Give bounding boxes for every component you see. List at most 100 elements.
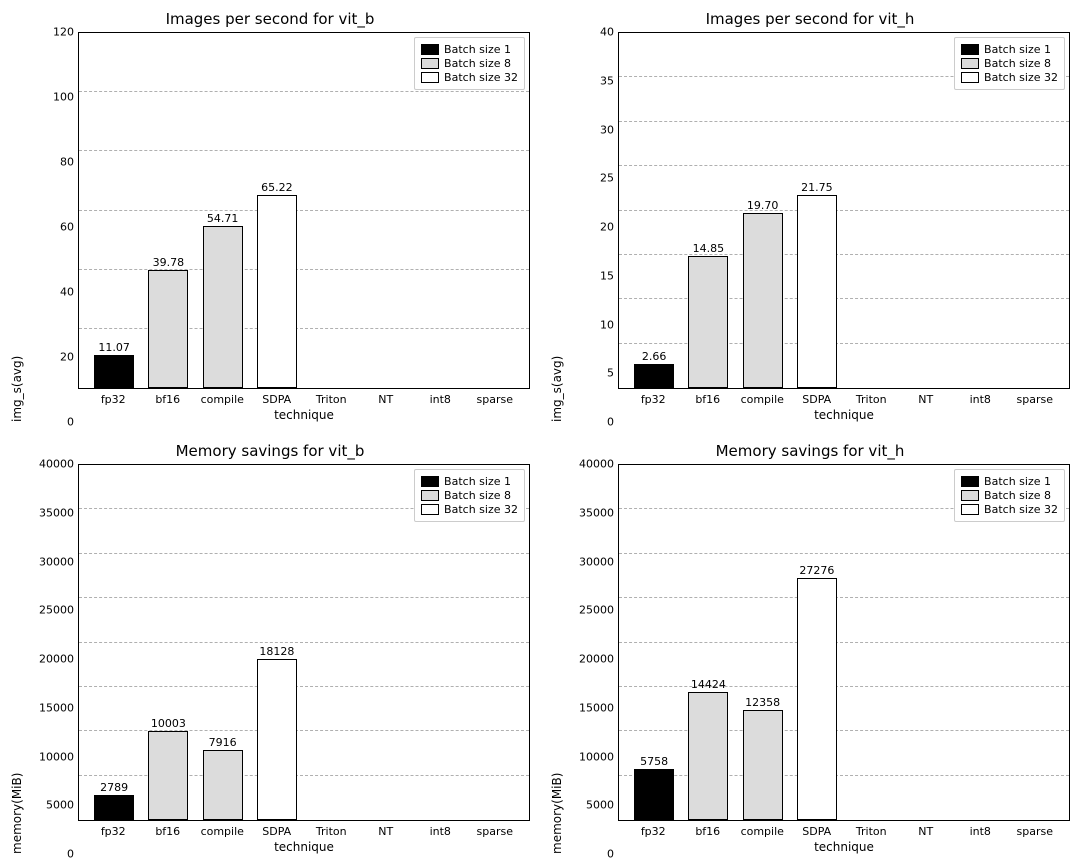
- legend-item: Batch size 1: [961, 43, 1058, 56]
- y-tick: 5: [607, 367, 614, 380]
- x-tick: sparse: [1008, 825, 1063, 838]
- x-tick: compile: [195, 825, 250, 838]
- x-tick: int8: [953, 825, 1008, 838]
- bar-value-label: 19.70: [747, 199, 779, 212]
- bar-slot: 21.75: [790, 33, 844, 388]
- legend-swatch: [961, 58, 979, 69]
- chart-vitb-imgs: Images per second for vit_bimg_s(avg)020…: [10, 10, 530, 422]
- bar-slot: 5758: [627, 465, 681, 820]
- legend-swatch: [421, 476, 439, 487]
- bar-slot: 54.71: [196, 33, 250, 388]
- legend-label: Batch size 8: [984, 489, 1051, 502]
- x-tick: Triton: [304, 393, 359, 406]
- legend-item: Batch size 1: [421, 43, 518, 56]
- x-tick: Triton: [304, 825, 359, 838]
- y-tick: 25000: [579, 604, 614, 617]
- bar-value-label: 5758: [640, 755, 668, 768]
- x-tick: fp32: [86, 825, 141, 838]
- x-tick: int8: [413, 393, 468, 406]
- bar: 18128: [257, 659, 297, 820]
- x-tick: bf16: [141, 825, 196, 838]
- legend-swatch: [961, 72, 979, 83]
- y-tick: 20000: [39, 653, 74, 666]
- bar: 2789: [94, 795, 134, 820]
- legend-item: Batch size 32: [421, 71, 518, 84]
- x-tick: Triton: [844, 825, 899, 838]
- bar-value-label: 39.78: [153, 256, 185, 269]
- bar-value-label: 2789: [100, 781, 128, 794]
- bar: 5758: [634, 769, 674, 820]
- y-axis-label: img_s(avg): [10, 32, 24, 422]
- bar: 21.75: [797, 195, 837, 388]
- y-tick: 120: [53, 26, 74, 39]
- legend-label: Batch size 8: [444, 57, 511, 70]
- bar: 39.78: [148, 270, 188, 388]
- legend-label: Batch size 32: [984, 503, 1058, 516]
- y-tick: 60: [60, 221, 74, 234]
- x-tick: SDPA: [250, 393, 305, 406]
- y-tick: 80: [60, 156, 74, 169]
- legend-swatch: [961, 44, 979, 55]
- x-tick: fp32: [626, 825, 681, 838]
- bar: 14.85: [688, 256, 728, 388]
- bar-value-label: 54.71: [207, 212, 239, 225]
- y-tick: 35000: [579, 506, 614, 519]
- x-tick: SDPA: [250, 825, 305, 838]
- x-tick: compile: [195, 393, 250, 406]
- y-tick: 10000: [579, 750, 614, 763]
- y-tick: 40: [600, 26, 614, 39]
- bar-slot: 19.70: [736, 33, 790, 388]
- y-tick: 0: [607, 416, 614, 429]
- bar-slot: 27276: [790, 465, 844, 820]
- legend-item: Batch size 1: [961, 475, 1058, 488]
- x-tick: sparse: [468, 825, 523, 838]
- bar-value-label: 14424: [691, 678, 726, 691]
- chart-title: Memory savings for vit_h: [550, 442, 1070, 460]
- legend-label: Batch size 32: [444, 71, 518, 84]
- x-ticks: fp32bf16compileSDPATritonNTint8sparse: [78, 825, 530, 838]
- bar-slot: 14424: [681, 465, 735, 820]
- bar-value-label: 14.85: [693, 242, 725, 255]
- bar: 14424: [688, 692, 728, 820]
- x-tick: compile: [735, 393, 790, 406]
- legend-item: Batch size 32: [961, 71, 1058, 84]
- legend-item: Batch size 1: [421, 475, 518, 488]
- y-tick: 5000: [46, 799, 74, 812]
- y-tick: 40: [60, 286, 74, 299]
- y-tick: 30: [600, 123, 614, 136]
- legend-item: Batch size 8: [421, 57, 518, 70]
- bar-slot: 65.22: [250, 33, 304, 388]
- bar-slot: 2789: [87, 465, 141, 820]
- x-tick: NT: [359, 393, 414, 406]
- bar-slot: 14.85: [681, 33, 735, 388]
- bar-slot: 11.07: [87, 33, 141, 388]
- y-tick: 25: [600, 172, 614, 185]
- plot-area: Batch size 1Batch size 8Batch size 32 575…: [618, 464, 1070, 821]
- legend-label: Batch size 1: [444, 475, 511, 488]
- x-tick: bf16: [681, 825, 736, 838]
- bar-slot: 18128: [250, 465, 304, 820]
- chart-grid: Images per second for vit_bimg_s(avg)020…: [10, 10, 1070, 854]
- bar-slot: [358, 465, 412, 820]
- x-axis-label: technique: [618, 840, 1070, 854]
- legend-swatch: [421, 44, 439, 55]
- bar-slot: 12358: [736, 465, 790, 820]
- legend-swatch: [421, 490, 439, 501]
- bar-slot: [898, 465, 952, 820]
- x-tick: bf16: [681, 393, 736, 406]
- bar-slot: 39.78: [141, 33, 195, 388]
- y-tick: 0: [67, 848, 74, 861]
- legend-swatch: [961, 490, 979, 501]
- y-tick: 5000: [586, 799, 614, 812]
- chart-title: Images per second for vit_h: [550, 10, 1070, 28]
- x-tick: fp32: [86, 393, 141, 406]
- y-tick: 10000: [39, 750, 74, 763]
- legend-item: Batch size 32: [961, 503, 1058, 516]
- bar-slot: [898, 33, 952, 388]
- x-tick: compile: [735, 825, 790, 838]
- x-tick: int8: [953, 393, 1008, 406]
- legend: Batch size 1Batch size 8Batch size 32: [414, 37, 525, 90]
- x-tick: NT: [899, 393, 954, 406]
- x-ticks: fp32bf16compileSDPATritonNTint8sparse: [618, 825, 1070, 838]
- bar-value-label: 7916: [209, 736, 237, 749]
